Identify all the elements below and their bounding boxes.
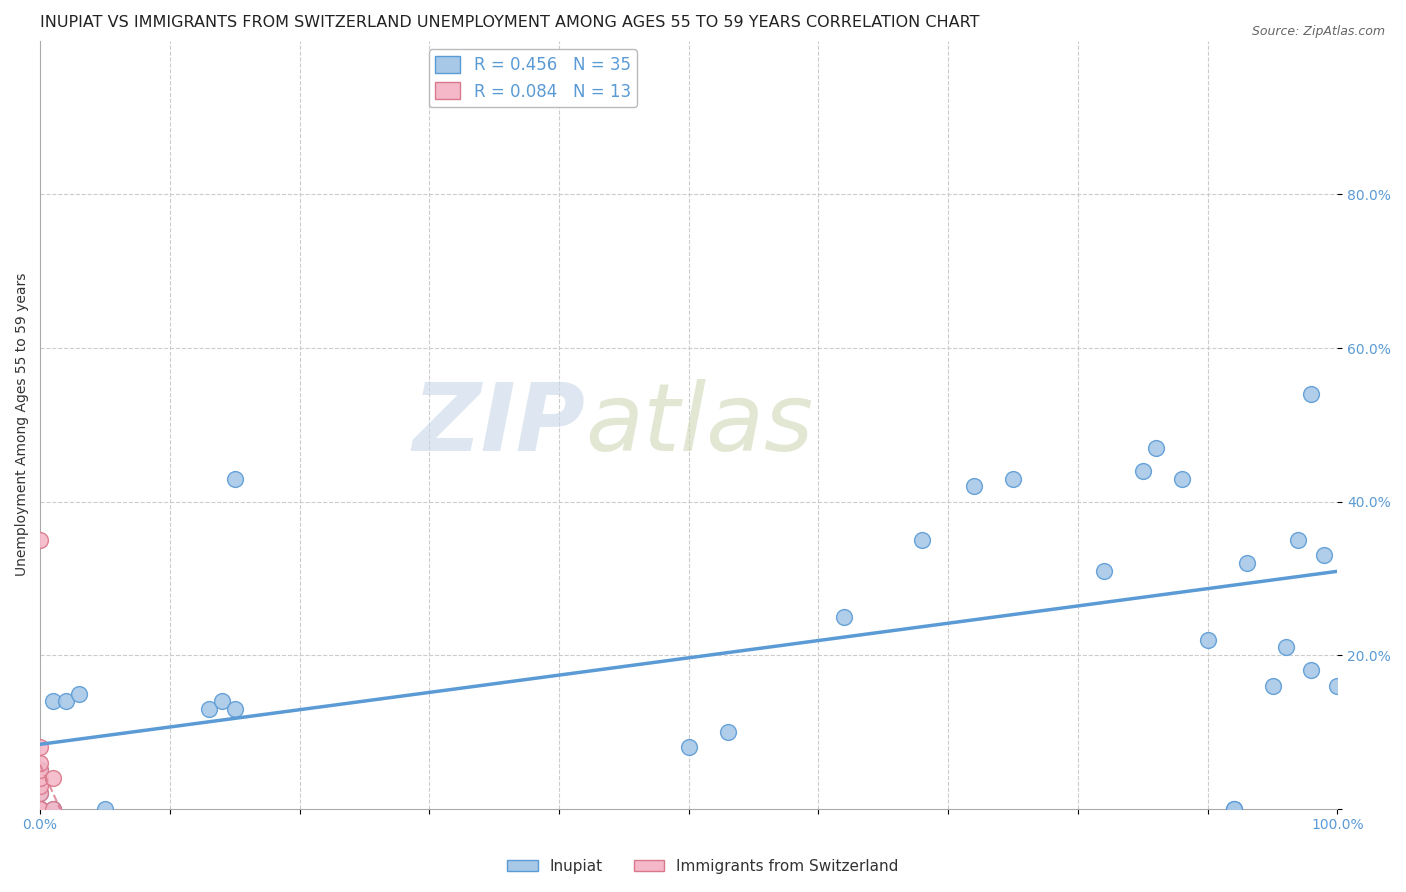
Point <box>1236 556 1258 570</box>
Point <box>197 702 219 716</box>
Point <box>30 779 52 793</box>
Point <box>67 686 90 700</box>
Point <box>30 802 52 816</box>
Point <box>1301 387 1323 401</box>
Text: ZIP: ZIP <box>412 379 585 471</box>
Point <box>42 802 65 816</box>
Point <box>963 479 986 493</box>
Point <box>42 802 65 816</box>
Point <box>211 694 233 708</box>
Point <box>1313 549 1336 563</box>
Point <box>911 533 934 547</box>
Point <box>1301 664 1323 678</box>
Point <box>1222 802 1244 816</box>
Legend: Inupiat, Immigrants from Switzerland: Inupiat, Immigrants from Switzerland <box>501 853 905 880</box>
Point <box>224 702 246 716</box>
Point <box>1288 533 1310 547</box>
Point <box>42 771 65 785</box>
Point <box>834 609 856 624</box>
Point <box>1261 679 1284 693</box>
Point <box>30 802 52 816</box>
Text: Source: ZipAtlas.com: Source: ZipAtlas.com <box>1251 25 1385 38</box>
Point <box>42 694 65 708</box>
Point <box>30 786 52 800</box>
Point <box>1170 471 1192 485</box>
Point <box>30 756 52 770</box>
Point <box>30 740 52 755</box>
Point <box>30 802 52 816</box>
Point <box>30 786 52 800</box>
Point <box>30 771 52 785</box>
Point <box>30 533 52 547</box>
Point <box>1092 564 1115 578</box>
Point <box>1002 471 1025 485</box>
Y-axis label: Unemployment Among Ages 55 to 59 years: Unemployment Among Ages 55 to 59 years <box>15 273 30 576</box>
Text: INUPIAT VS IMMIGRANTS FROM SWITZERLAND UNEMPLOYMENT AMONG AGES 55 TO 59 YEARS CO: INUPIAT VS IMMIGRANTS FROM SWITZERLAND U… <box>41 15 980 30</box>
Legend: R = 0.456   N = 35, R = 0.084   N = 13: R = 0.456 N = 35, R = 0.084 N = 13 <box>429 49 637 107</box>
Point <box>1144 441 1167 455</box>
Point <box>94 802 117 816</box>
Text: atlas: atlas <box>585 379 813 470</box>
Point <box>717 725 740 739</box>
Point <box>1197 632 1219 647</box>
Point <box>30 764 52 778</box>
Point <box>30 802 52 816</box>
Point <box>678 740 700 755</box>
Point <box>30 764 52 778</box>
Point <box>1132 464 1154 478</box>
Point <box>55 694 77 708</box>
Point <box>30 802 52 816</box>
Point <box>224 471 246 485</box>
Point <box>1326 679 1348 693</box>
Point <box>30 802 52 816</box>
Point <box>1274 640 1296 655</box>
Point <box>1222 802 1244 816</box>
Point <box>30 802 52 816</box>
